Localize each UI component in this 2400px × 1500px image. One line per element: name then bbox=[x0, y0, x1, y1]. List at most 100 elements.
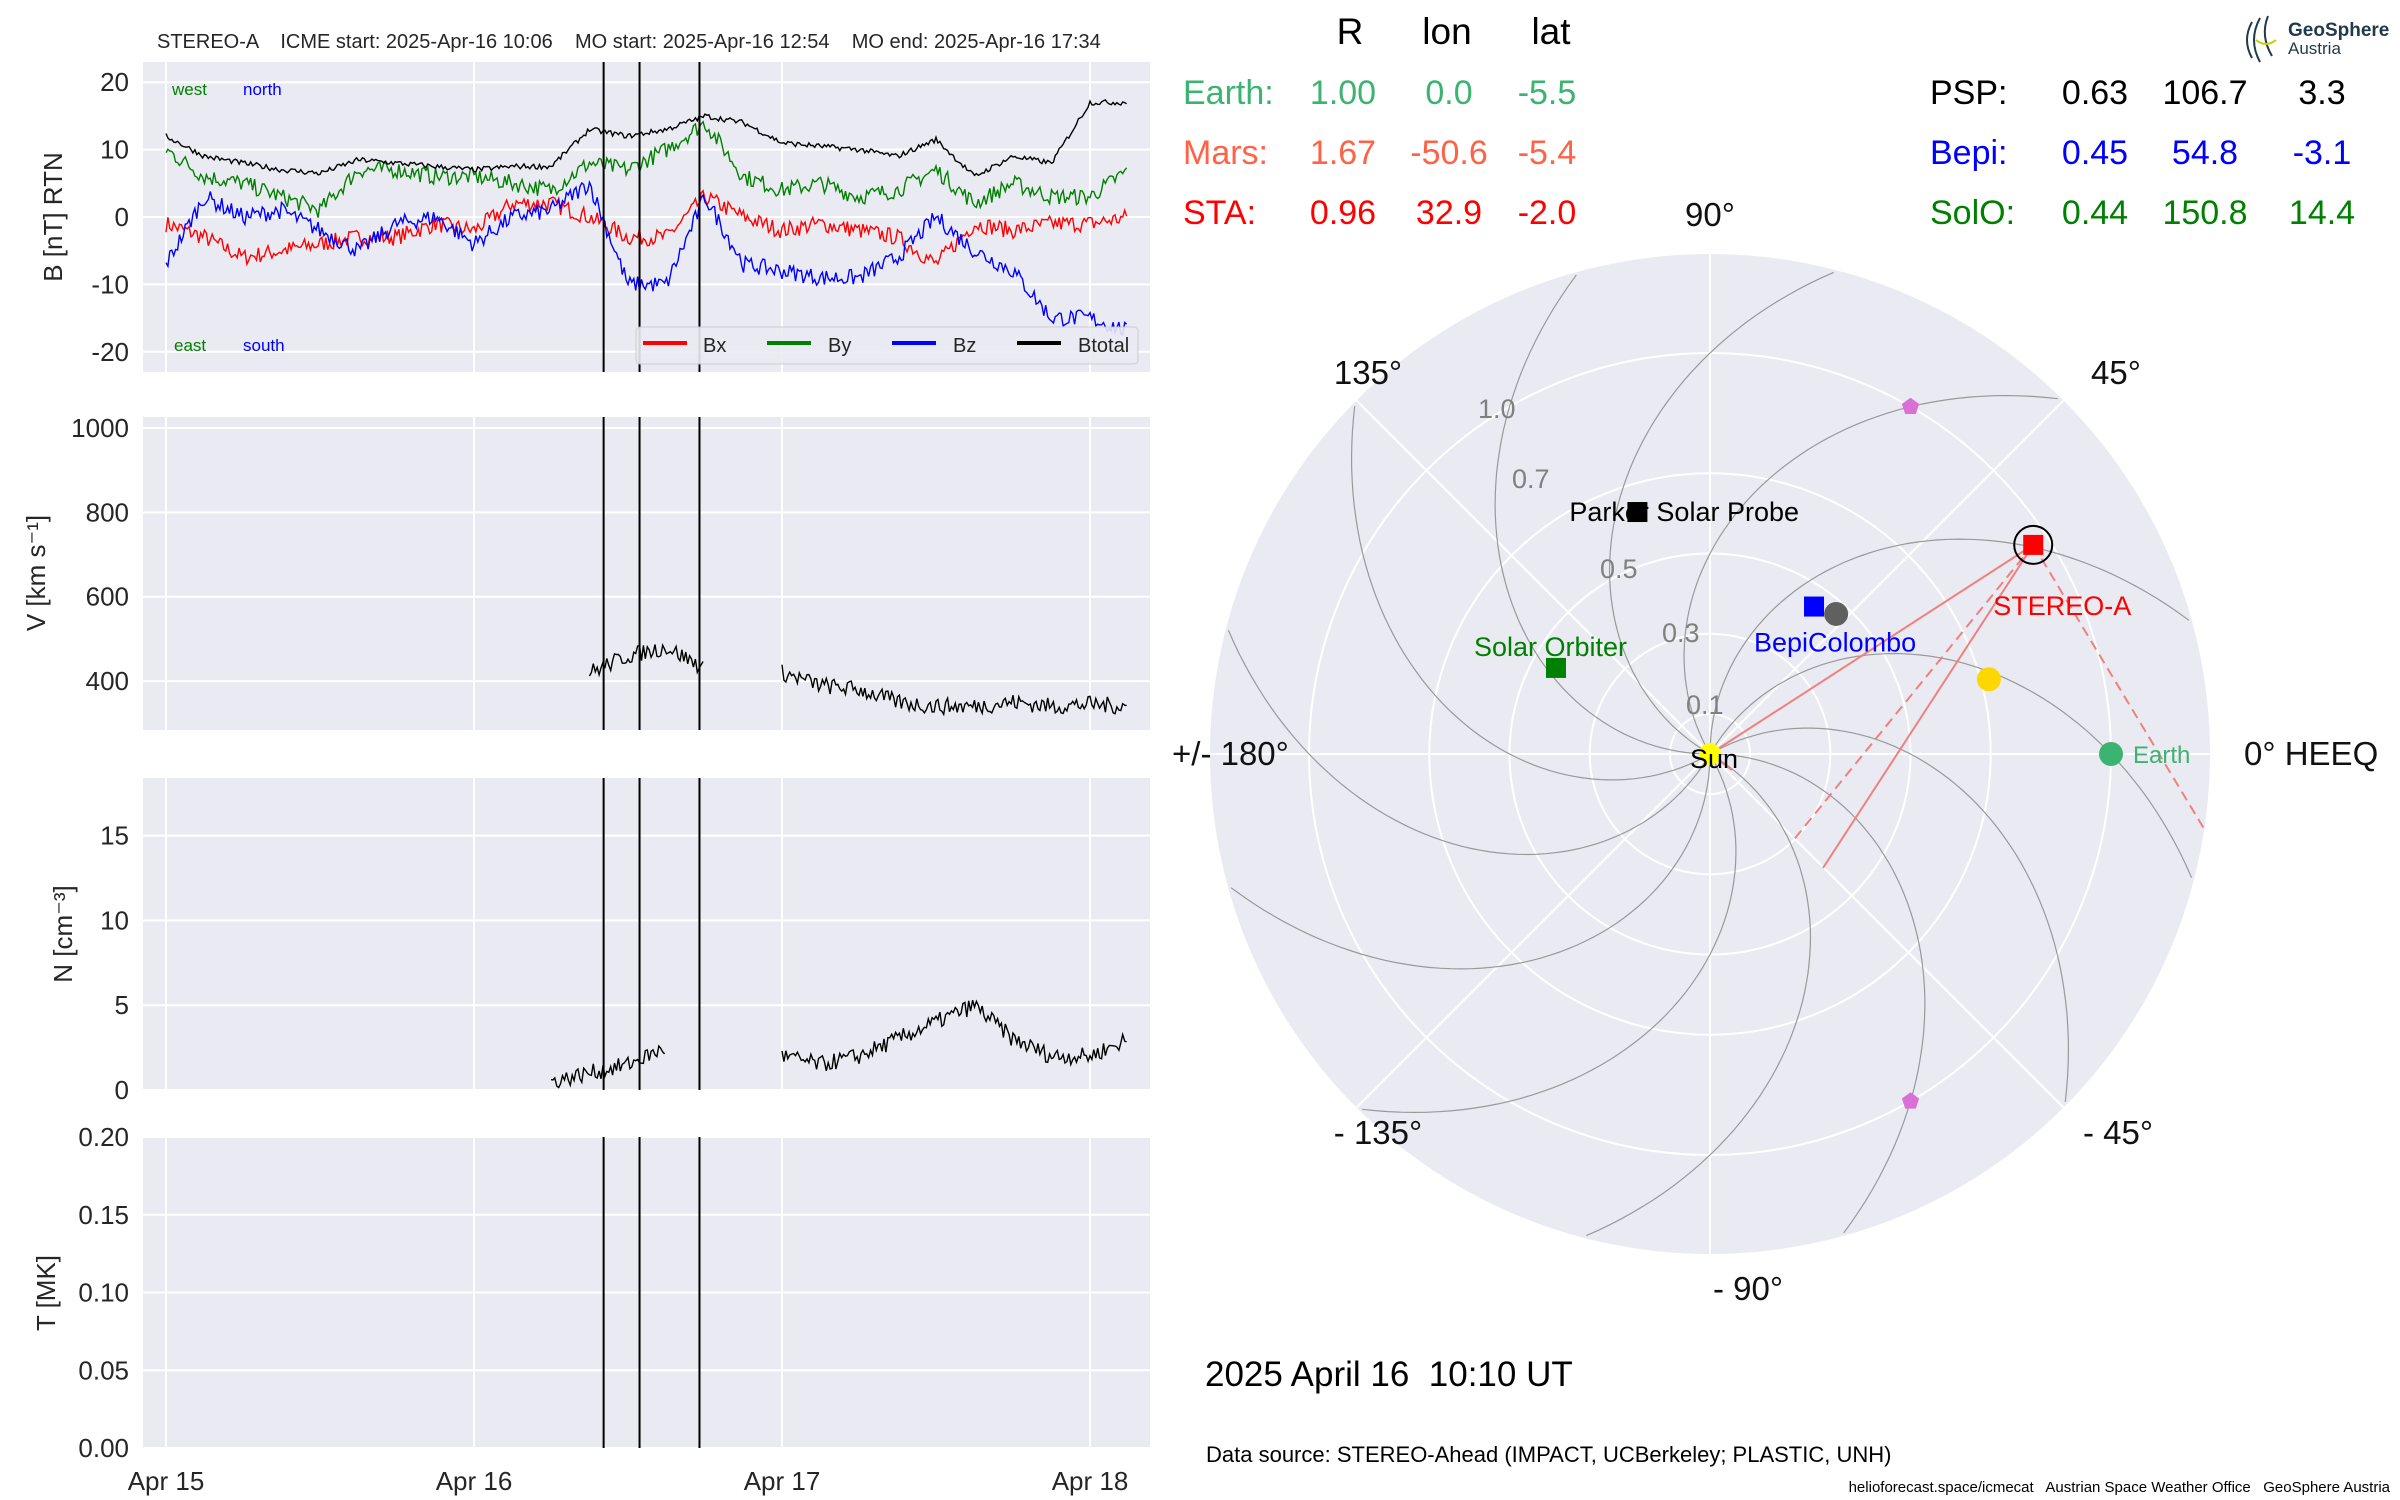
sta-fov-line bbox=[1822, 544, 2035, 869]
series-V bbox=[781, 664, 1127, 717]
ytick-label: -10 bbox=[91, 269, 129, 299]
position-lon: 0.0 bbox=[1425, 74, 1472, 112]
ytick-label: 0.20 bbox=[78, 1122, 129, 1152]
parker-spiral bbox=[1227, 630, 1711, 856]
xtick-label: Apr 18 bbox=[1052, 1466, 1129, 1496]
ytick-label: 0.05 bbox=[78, 1355, 129, 1385]
position-name: Mars: bbox=[1183, 134, 1268, 172]
earth-marker bbox=[2099, 742, 2123, 766]
parker-spiral bbox=[1494, 274, 1711, 755]
xtick-label: Apr 17 bbox=[744, 1466, 821, 1496]
xtick-label: Apr 15 bbox=[128, 1466, 205, 1496]
plot-title: STEREO-A ICME start: 2025-Apr-16 10:06 M… bbox=[157, 31, 1101, 53]
body-label: BepiColombo bbox=[1754, 628, 1916, 658]
position-lon: 32.9 bbox=[1416, 194, 1482, 232]
solar-orbiter-marker bbox=[1545, 657, 1566, 678]
series-Btotal bbox=[165, 99, 1127, 177]
position-name: STA: bbox=[1183, 194, 1256, 232]
xtick-label: Apr 16 bbox=[436, 1466, 513, 1496]
sta-fov-dashed bbox=[2032, 544, 2207, 833]
angle-gridline bbox=[1355, 753, 1711, 1109]
position-table: R lon lat Earth: 1.00 0.0 -5.5 Mars: 1.67 -50.… bbox=[1183, 11, 2355, 232]
position-r: 0.63 bbox=[2062, 74, 2128, 112]
ylabel-n: N [cm⁻³] bbox=[48, 885, 78, 983]
ylabel-b: B [nT] RTN bbox=[38, 152, 68, 282]
angle-label-minus135: - 135° bbox=[1334, 1114, 1422, 1151]
position-r: 0.96 bbox=[1310, 194, 1376, 232]
ylabel-v: V [km s⁻¹] bbox=[21, 515, 51, 631]
ytick-label: 0.00 bbox=[78, 1433, 129, 1463]
series-Bx bbox=[165, 189, 1128, 267]
sun-marker bbox=[1699, 743, 1721, 765]
stereo-a-marker bbox=[2023, 534, 2044, 555]
parker-spiral bbox=[1362, 753, 1737, 1114]
body-marker bbox=[1976, 667, 2001, 692]
label-east: east bbox=[174, 336, 206, 355]
sta-line bbox=[1709, 544, 2034, 755]
position-r: 0.45 bbox=[2062, 134, 2128, 172]
angle-label-0: 0° HEEQ bbox=[2244, 735, 2378, 772]
parker-solar-probe-marker bbox=[1627, 502, 1648, 523]
position-name: SolO: bbox=[1930, 194, 2015, 232]
series-N bbox=[781, 999, 1127, 1071]
panel-1: 1000 800 600 400 bbox=[71, 413, 1150, 730]
ytick-label: 600 bbox=[86, 582, 129, 612]
body-marker bbox=[1901, 1092, 1920, 1109]
ytick-label: 800 bbox=[86, 497, 129, 527]
label-north: north bbox=[243, 80, 282, 99]
ytick-label: 0.15 bbox=[78, 1200, 129, 1230]
position-lat: -3.1 bbox=[2293, 134, 2352, 172]
ytick-label: 1000 bbox=[71, 413, 129, 443]
bepicolombo-marker bbox=[1804, 596, 1825, 617]
parker-spiral bbox=[1230, 753, 1711, 970]
ytick-label: 10 bbox=[100, 135, 129, 165]
parker-spiral bbox=[1709, 652, 2193, 878]
angle-label-minus45: - 45° bbox=[2083, 1114, 2153, 1151]
ylabel-t: T [MK] bbox=[31, 1255, 61, 1331]
rtick-1.0: 1.0 bbox=[1478, 394, 1516, 424]
rtick-0.7: 0.7 bbox=[1512, 464, 1550, 494]
ytick-label: 0 bbox=[115, 1075, 129, 1105]
legend: Bx By Bz Btotal bbox=[635, 326, 1139, 365]
logo-name: GeoSphere bbox=[2288, 20, 2389, 41]
position-lat: -5.5 bbox=[1518, 74, 1577, 112]
body-label: Solar Orbiter bbox=[1474, 632, 1627, 662]
legend-btotal: Btotal bbox=[1078, 335, 1129, 357]
position-r: 1.67 bbox=[1310, 134, 1376, 172]
position-lon: 54.8 bbox=[2172, 134, 2238, 172]
ytick-label: 20 bbox=[100, 67, 129, 97]
angle-label-minus90: - 90° bbox=[1713, 1270, 1783, 1307]
position-name: PSP: bbox=[1930, 74, 2007, 112]
panel-3: 0.20 0.15 0.10 0.05 0.00 bbox=[78, 1122, 1150, 1463]
parker-spiral bbox=[1709, 753, 1926, 1234]
body-label: Parker Solar Probe bbox=[1569, 497, 1799, 527]
panel-0: 20 10 0 -10 -20 bbox=[91, 62, 1150, 372]
angle-label-45: 45° bbox=[2091, 354, 2141, 391]
position-lon: 150.8 bbox=[2162, 194, 2247, 232]
parker-spiral bbox=[1608, 271, 1834, 755]
label-west: west bbox=[171, 80, 207, 99]
ytick-label: 15 bbox=[100, 821, 129, 851]
col-header-lon: lon bbox=[1422, 11, 1471, 52]
rtick-0.5: 0.5 bbox=[1600, 554, 1638, 584]
series-Bz bbox=[165, 180, 1128, 337]
angle-gridline bbox=[1709, 399, 2065, 755]
ytick-label: 0.10 bbox=[78, 1278, 129, 1308]
ytick-label: 400 bbox=[86, 666, 129, 696]
col-header-lat: lat bbox=[1531, 11, 1571, 52]
series-N bbox=[550, 1044, 666, 1089]
position-name: Earth: bbox=[1183, 74, 1274, 112]
sta-highlight-ring bbox=[2013, 524, 2054, 565]
body-marker bbox=[1824, 601, 1849, 626]
position-name: Bepi: bbox=[1930, 134, 2008, 172]
angle-gridline bbox=[1355, 399, 1711, 755]
body-label: STEREO-A bbox=[1993, 591, 2131, 621]
rtick-0.3: 0.3 bbox=[1662, 618, 1700, 648]
legend-bz: Bz bbox=[953, 335, 976, 357]
angle-label-90: 90° bbox=[1685, 196, 1735, 233]
angle-label-180: +/- 180° bbox=[1172, 735, 1289, 772]
angle-label-135: 135° bbox=[1334, 354, 1402, 391]
ytick-label: 10 bbox=[100, 905, 129, 935]
rtick-0.1: 0.1 bbox=[1686, 690, 1724, 720]
